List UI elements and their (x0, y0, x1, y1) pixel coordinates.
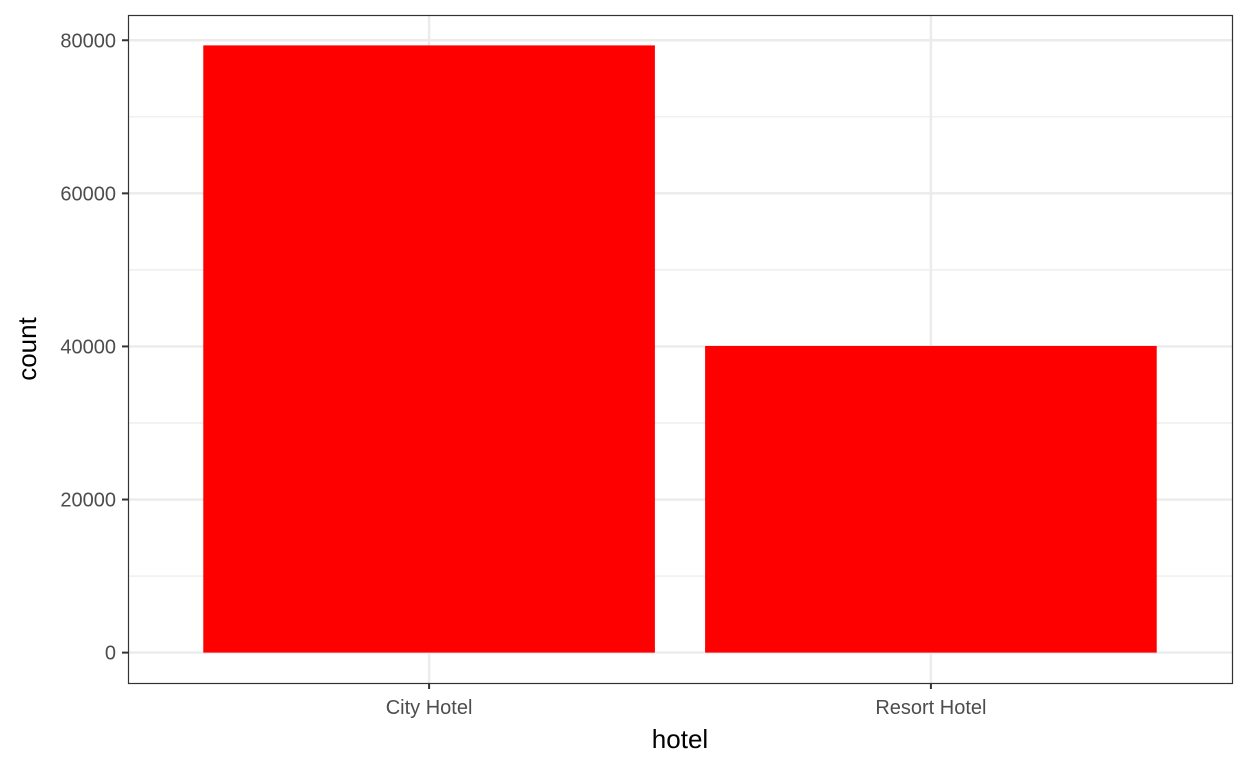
bar-layer (203, 45, 1157, 653)
bar-city-hotel (203, 45, 655, 653)
axis-layer: 0 20000 40000 60000 80000 City Hotel Resort Ho… (60, 30, 986, 719)
x-tick-label: Resort Hotel (875, 697, 986, 719)
x-tick-label: City Hotel (386, 697, 473, 719)
y-tick-label: 80000 (60, 30, 116, 52)
bar-resort-hotel (705, 345, 1157, 653)
x-axis-title: hotel (652, 724, 708, 754)
panel-border (127, 14, 1234, 685)
y-axis-title: count (12, 316, 42, 380)
y-tick-label: 20000 (60, 490, 116, 512)
y-tick-label: 0 (105, 643, 116, 665)
y-tick-label: 40000 (60, 336, 116, 358)
y-tick-label: 60000 (60, 183, 116, 205)
